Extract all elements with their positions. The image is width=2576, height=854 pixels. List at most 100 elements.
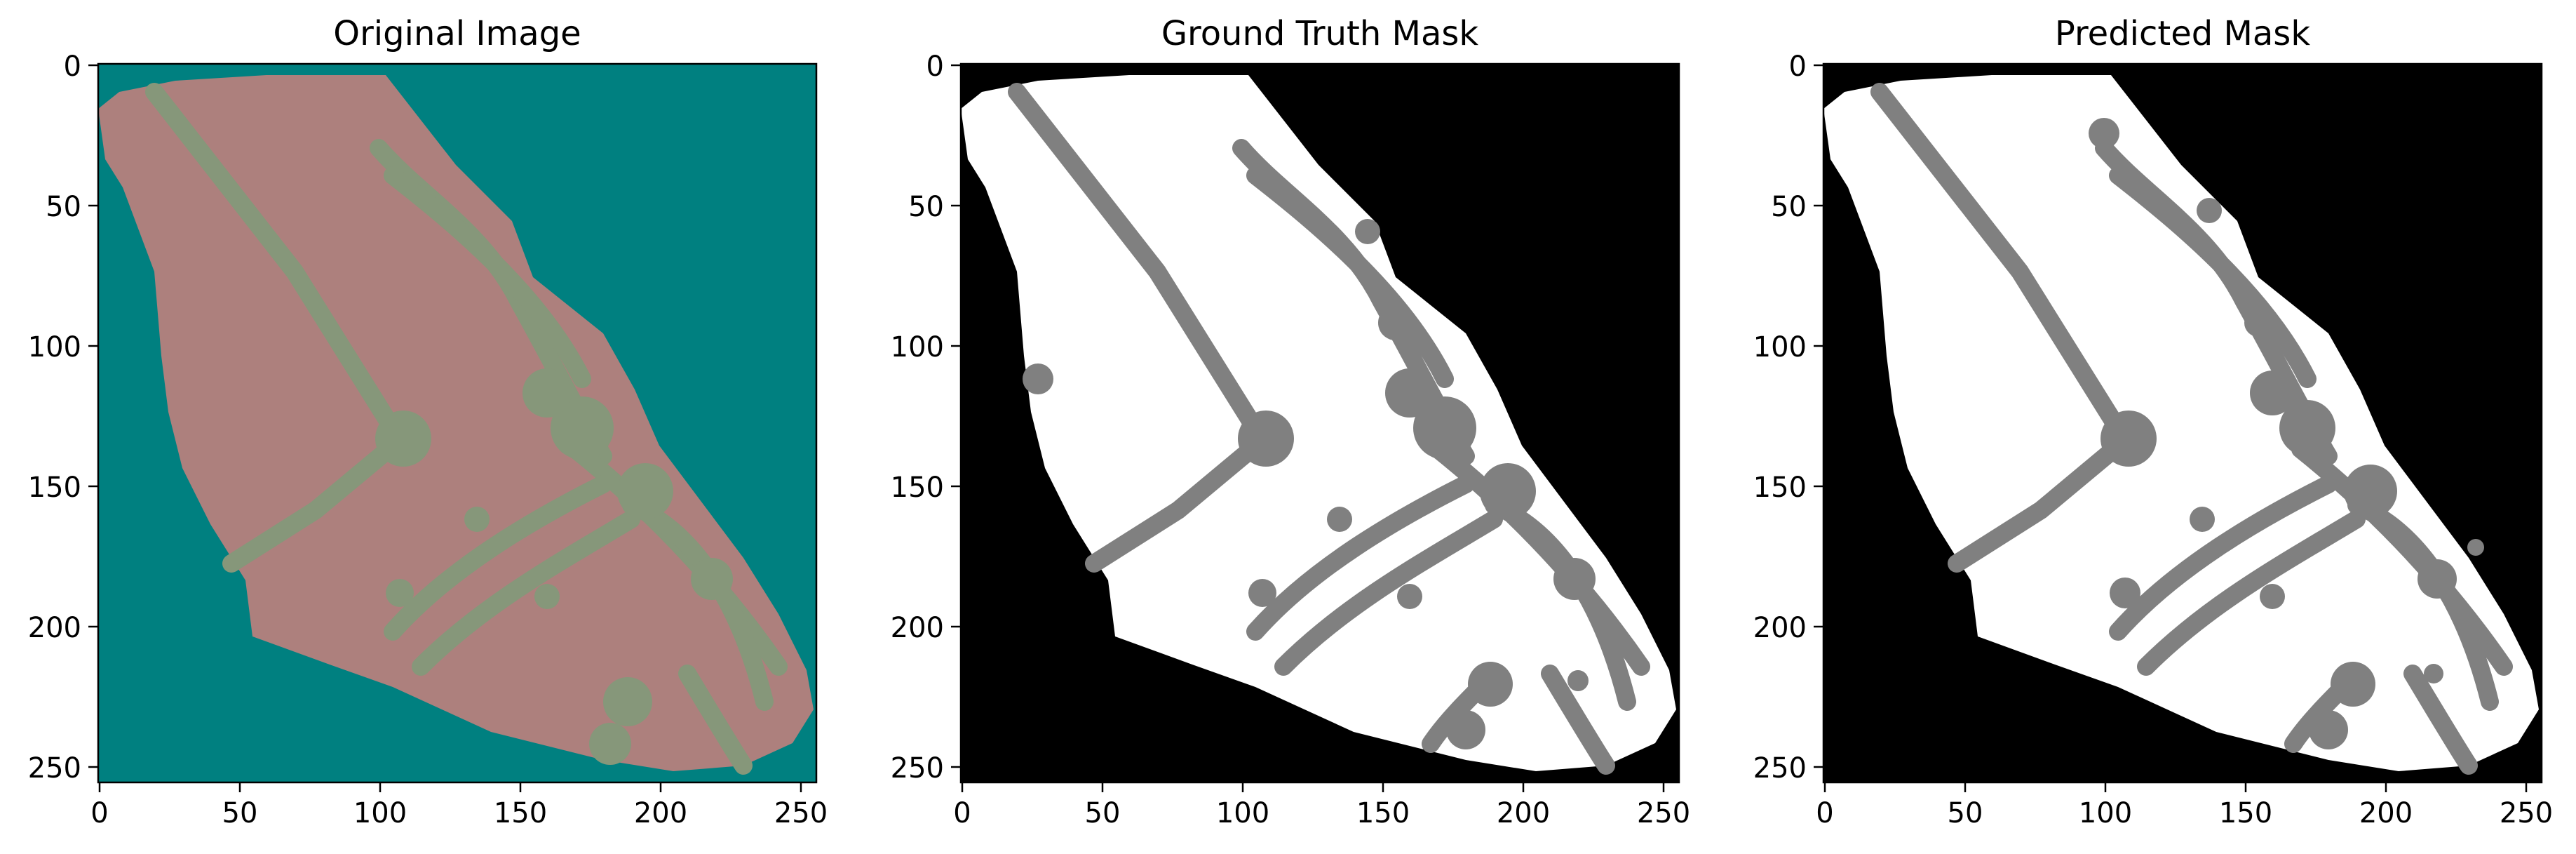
- y-tick-label: 50: [46, 191, 81, 223]
- mask-curve-4: [1246, 475, 1475, 641]
- y-tick-label: 0: [1789, 51, 1807, 83]
- mask-blobs: [2089, 118, 2484, 749]
- mask-blob: [2089, 118, 2119, 149]
- x-tick-label: 50: [1948, 797, 1983, 829]
- image-area: [98, 64, 816, 782]
- y-tick-label: 100: [28, 331, 81, 363]
- mask-branch-line: [1085, 431, 1272, 573]
- axis-frame: [1822, 62, 2543, 784]
- mask-blob: [1023, 363, 1053, 394]
- mask-blob: [2417, 559, 2457, 599]
- structure-branch-line: [222, 431, 409, 573]
- x-tick-label: 0: [1816, 797, 1833, 829]
- mask-blob: [1397, 584, 1422, 609]
- structure-curve-7: [678, 665, 753, 775]
- y-tick-label: 100: [1753, 331, 1807, 363]
- structure-curve-2: [384, 166, 591, 388]
- x-tick-label: 200: [2359, 797, 2413, 829]
- structure-blob: [464, 507, 490, 532]
- structure-blob: [386, 579, 414, 607]
- x-tick-label: 200: [1497, 797, 1550, 829]
- panel-original-image: Original Image: [28, 14, 828, 829]
- mask-blob: [1567, 670, 1589, 691]
- x-tick-label: 150: [1356, 797, 1410, 829]
- x-axis: 0 50 100 150 200 250: [953, 782, 1690, 829]
- structure-blob: [617, 463, 673, 519]
- y-tick-label: 100: [891, 331, 944, 363]
- mask-blob: [1248, 579, 1276, 607]
- mask-curve-5: [1274, 510, 1503, 676]
- mask-curve-7: [2403, 665, 2478, 775]
- mask-blob: [2197, 198, 2222, 223]
- y-tick-label: 250: [28, 752, 81, 785]
- structure-blob: [522, 368, 572, 418]
- y-tick-label: 200: [891, 612, 944, 644]
- x-axis: 0 50 100 150 200 250: [1816, 782, 2553, 829]
- structure-diagonal-line: [145, 83, 409, 449]
- panel-ground-truth-mask: Ground Truth Mask: [891, 14, 1691, 829]
- mask-curve-7: [1541, 665, 1615, 775]
- mask-blob: [2244, 309, 2272, 337]
- x-tick-label: 150: [2219, 797, 2272, 829]
- y-tick-label: 50: [908, 191, 944, 223]
- mask-blob: [1413, 396, 1476, 460]
- panel-title: Ground Truth Mask: [1161, 14, 1479, 53]
- mask-blob: [1378, 305, 1413, 340]
- x-tick-label: 0: [953, 797, 971, 829]
- mask-blob: [2100, 411, 2157, 467]
- mask-blob: [1327, 507, 1352, 532]
- mask-blob: [2250, 371, 2295, 415]
- x-tick-label: 150: [494, 797, 547, 829]
- structure-blob: [603, 677, 652, 726]
- x-tick-label: 250: [1637, 797, 1690, 829]
- structure-blob: [691, 558, 733, 600]
- x-tick-label: 0: [90, 797, 108, 829]
- x-tick-label: 100: [2079, 797, 2132, 829]
- x-tick-label: 100: [353, 797, 407, 829]
- mask-curve-5: [2137, 510, 2366, 676]
- mask-diagonal-line: [1008, 83, 1272, 449]
- x-tick-label: 200: [634, 797, 687, 829]
- mask-blob: [2260, 584, 2285, 609]
- x-tick-label: 50: [1085, 797, 1121, 829]
- mask-branch-line: [1948, 431, 2134, 573]
- mask-blob: [2190, 507, 2215, 532]
- y-axis: 0 50 100 150 200 250: [1753, 51, 1823, 785]
- panel-title: Predicted Mask: [2055, 14, 2310, 53]
- structure-curve-5: [412, 510, 640, 676]
- x-tick-label: 250: [774, 797, 828, 829]
- structure-blob: [534, 584, 560, 609]
- x-tick-label: 100: [1216, 797, 1269, 829]
- x-tick-label: 250: [2500, 797, 2553, 829]
- structure-curve-4: [384, 475, 612, 641]
- structure-blob: [551, 396, 614, 460]
- x-axis: 0 50 100 150 200 250: [90, 782, 828, 829]
- mask-blob: [2344, 465, 2397, 518]
- mask-blob: [2309, 710, 2348, 749]
- mask-blob: [2424, 664, 2443, 683]
- mask-blob: [2279, 400, 2335, 456]
- mask-diagonal-line: [1870, 83, 2134, 449]
- tissue-structures: [145, 83, 788, 775]
- y-tick-label: 250: [1753, 752, 1807, 785]
- y-tick-label: 150: [891, 472, 944, 504]
- axis-frame: [97, 62, 818, 784]
- structure-blobs: [375, 368, 733, 765]
- mask-curve-2: [1246, 166, 1454, 388]
- y-tick-label: 200: [1753, 612, 1807, 644]
- mask-blob: [1238, 411, 1294, 467]
- mask-blob: [2467, 539, 2484, 556]
- mask-blob: [1468, 662, 1513, 707]
- mask-blob: [1553, 558, 1596, 600]
- y-tick-label: 50: [1771, 191, 1807, 223]
- y-tick-label: 150: [1753, 472, 1807, 504]
- mask-blob: [1480, 463, 1536, 519]
- y-tick-label: 150: [28, 472, 81, 504]
- structure-blob: [589, 723, 631, 765]
- x-tick-label: 50: [222, 797, 258, 829]
- structure-blob: [375, 411, 431, 467]
- panel-predicted-mask: Predicted Mask: [1753, 14, 2554, 829]
- mask-blob: [1385, 368, 1434, 418]
- mask-curve-4: [2109, 475, 2338, 641]
